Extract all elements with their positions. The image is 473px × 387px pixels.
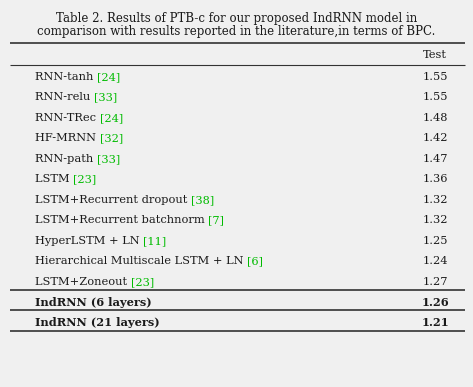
Text: [24]: [24] [97, 72, 120, 82]
Text: 1.27: 1.27 [422, 277, 448, 287]
Text: Table 2. Results of PTB-c for our proposed IndRNN model in: Table 2. Results of PTB-c for our propos… [56, 12, 417, 25]
Text: 1.47: 1.47 [422, 154, 448, 164]
Text: 1.25: 1.25 [422, 236, 448, 246]
Text: [23]: [23] [131, 277, 154, 287]
Text: 1.55: 1.55 [422, 72, 448, 82]
Text: [24]: [24] [100, 113, 123, 123]
Text: [33]: [33] [94, 92, 117, 103]
Text: 1.48: 1.48 [422, 113, 448, 123]
Text: comparison with results reported in the literature,in terms of BPC.: comparison with results reported in the … [37, 25, 436, 38]
Text: [38]: [38] [191, 195, 214, 205]
Text: [7]: [7] [209, 216, 224, 225]
Text: HyperLSTM + LN: HyperLSTM + LN [35, 236, 143, 246]
Text: 1.42: 1.42 [422, 134, 448, 144]
Text: RNN-tanh: RNN-tanh [35, 72, 97, 82]
Text: 1.55: 1.55 [422, 92, 448, 103]
Text: [32]: [32] [100, 134, 123, 144]
Text: [11]: [11] [143, 236, 166, 246]
Text: LSTM+Recurrent dropout: LSTM+Recurrent dropout [35, 195, 191, 205]
Text: IndRNN (6 layers): IndRNN (6 layers) [35, 297, 152, 308]
Text: 1.24: 1.24 [422, 257, 448, 266]
Text: [6]: [6] [247, 257, 263, 266]
Text: IndRNN (21 layers): IndRNN (21 layers) [35, 317, 160, 329]
Text: 1.36: 1.36 [422, 175, 448, 184]
Text: LSTM: LSTM [35, 175, 73, 184]
Text: [23]: [23] [73, 175, 96, 184]
Text: 1.26: 1.26 [421, 297, 449, 308]
Text: 1.32: 1.32 [422, 195, 448, 205]
Text: LSTM+Zoneout: LSTM+Zoneout [35, 277, 131, 287]
Text: Test: Test [423, 50, 447, 60]
Text: HF-MRNN: HF-MRNN [35, 134, 100, 144]
Text: 1.32: 1.32 [422, 216, 448, 225]
Text: 1.21: 1.21 [421, 317, 449, 329]
Text: RNN-TRec: RNN-TRec [35, 113, 100, 123]
Text: RNN-relu: RNN-relu [35, 92, 94, 103]
Text: LSTM+Recurrent batchnorm: LSTM+Recurrent batchnorm [35, 216, 209, 225]
Text: RNN-path: RNN-path [35, 154, 97, 164]
Text: Hierarchical Multiscale LSTM + LN: Hierarchical Multiscale LSTM + LN [35, 257, 247, 266]
Text: [33]: [33] [97, 154, 120, 164]
